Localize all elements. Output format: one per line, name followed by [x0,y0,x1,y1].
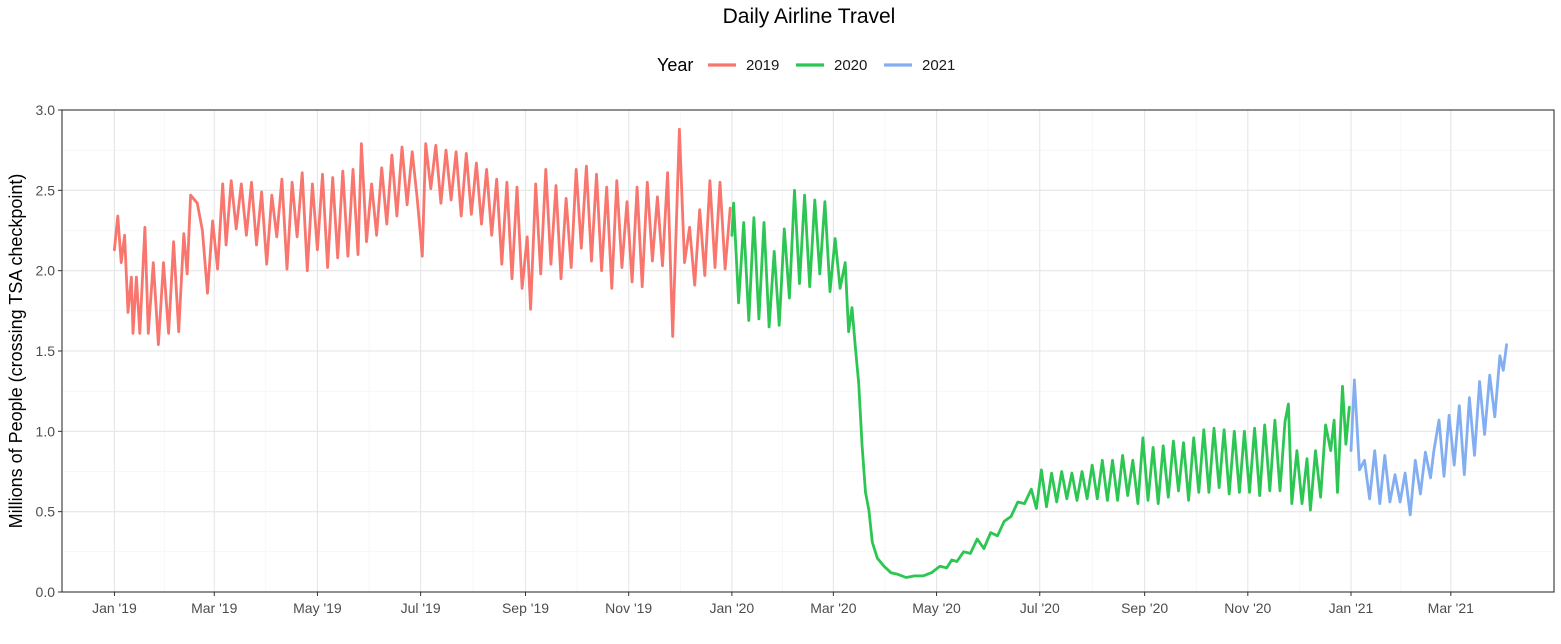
x-tick-label: Nov '20 [1224,600,1271,616]
x-tick-label: Sep '19 [502,600,549,616]
y-axis: 0.0 0.5 1.0 1.5 2.0 2.5 3.0 [36,102,62,600]
y-tick-label: 1.5 [36,343,56,359]
gridlines [62,109,1554,593]
x-tick-label: Mar '19 [191,600,237,616]
x-tick-label: Jul '20 [1020,600,1060,616]
y-axis-title: Millions of People (crossing TSA checkpo… [6,174,26,529]
series-line-2019 [113,127,732,346]
x-tick-label: Nov '19 [605,600,652,616]
series-line-2020 [730,188,1351,579]
y-tick-label: 3.0 [36,102,56,118]
series-lines [113,127,1508,579]
legend-label-2021: 2021 [922,57,955,74]
chart-title: Daily Airline Travel [723,5,896,28]
y-tick-label: 2.0 [36,263,56,279]
x-tick-label: May '20 [912,600,961,616]
x-tick-label: Jul '19 [401,600,441,616]
y-tick-label: 0.0 [36,584,56,600]
y-tick-label: 0.5 [36,504,56,520]
y-tick-label: 2.5 [36,182,56,198]
series-line-2021 [1349,343,1508,517]
x-tick-label: Jan '20 [710,600,755,616]
x-tick-label: Mar '20 [810,600,856,616]
x-tick-label: May '19 [293,600,342,616]
x-tick-label: Sep '20 [1121,600,1168,616]
legend-label-2020: 2020 [834,57,867,74]
legend-label-2019: 2019 [746,57,779,74]
legend: Year 2019 2020 2021 [657,55,955,75]
y-tick-label: 1.0 [36,423,56,439]
x-tick-label: Jan '21 [1329,600,1374,616]
x-tick-label: Mar '21 [1428,600,1474,616]
legend-title: Year [657,55,693,75]
x-tick-label: Jan '19 [92,600,137,616]
x-axis: Jan '19 Mar '19 May '19 Jul '19 Sep '19 Nov '… [92,592,1474,616]
